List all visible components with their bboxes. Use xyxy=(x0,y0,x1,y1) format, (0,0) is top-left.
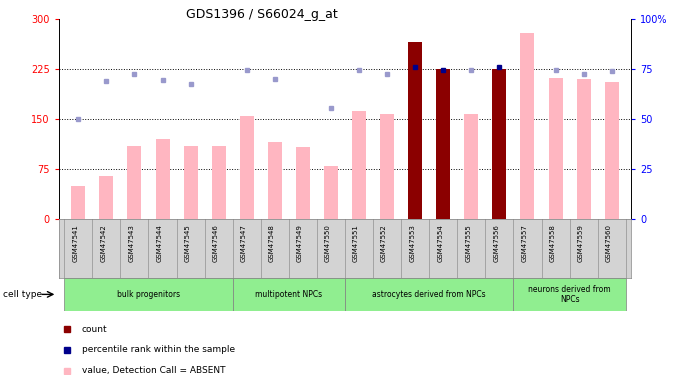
Bar xyxy=(212,146,226,219)
Bar xyxy=(71,186,86,219)
Text: multipotent NPCs: multipotent NPCs xyxy=(255,290,322,299)
Text: GSM47558: GSM47558 xyxy=(549,224,555,262)
Bar xyxy=(604,82,619,219)
Bar xyxy=(184,146,197,219)
Text: GSM47556: GSM47556 xyxy=(493,224,500,262)
Text: GSM47559: GSM47559 xyxy=(578,224,584,262)
Text: GSM47560: GSM47560 xyxy=(606,224,612,262)
Text: cell type: cell type xyxy=(3,290,43,299)
Text: GSM47548: GSM47548 xyxy=(269,224,275,262)
Bar xyxy=(464,114,478,219)
Text: bulk progenitors: bulk progenitors xyxy=(117,290,180,299)
Text: GSM47543: GSM47543 xyxy=(128,224,135,262)
Bar xyxy=(128,146,141,219)
Bar xyxy=(493,69,506,219)
Text: GSM47545: GSM47545 xyxy=(185,224,190,262)
Bar xyxy=(493,69,506,219)
Text: GSM47547: GSM47547 xyxy=(241,224,247,262)
Bar xyxy=(324,166,338,219)
Text: GSM47553: GSM47553 xyxy=(409,224,415,262)
Bar xyxy=(513,278,626,311)
Text: GSM47555: GSM47555 xyxy=(465,224,471,262)
Text: neurons derived from
NPCs: neurons derived from NPCs xyxy=(529,285,611,304)
Text: GDS1396 / S66024_g_at: GDS1396 / S66024_g_at xyxy=(186,8,338,21)
Bar xyxy=(233,278,345,311)
Bar xyxy=(436,69,451,219)
Bar xyxy=(268,142,282,219)
Bar xyxy=(296,147,310,219)
Bar xyxy=(520,33,535,219)
Text: GSM47551: GSM47551 xyxy=(353,224,359,262)
Bar xyxy=(408,42,422,219)
Text: GSM47541: GSM47541 xyxy=(72,224,78,262)
Text: GSM47552: GSM47552 xyxy=(381,224,387,262)
Bar xyxy=(408,42,422,219)
Text: GSM47546: GSM47546 xyxy=(213,224,219,262)
Bar xyxy=(155,139,170,219)
Bar xyxy=(64,278,233,311)
Text: percentile rank within the sample: percentile rank within the sample xyxy=(81,345,235,354)
Text: GSM47554: GSM47554 xyxy=(437,224,443,262)
Bar xyxy=(577,79,591,219)
Bar xyxy=(352,111,366,219)
Bar xyxy=(380,114,394,219)
Text: value, Detection Call = ABSENT: value, Detection Call = ABSENT xyxy=(81,366,225,375)
Bar xyxy=(99,176,113,219)
Bar xyxy=(239,116,254,219)
Text: GSM47550: GSM47550 xyxy=(325,224,331,262)
Bar xyxy=(345,278,513,311)
Bar xyxy=(436,69,451,219)
Text: GSM47542: GSM47542 xyxy=(100,224,106,262)
Text: astrocytes derived from NPCs: astrocytes derived from NPCs xyxy=(373,290,486,299)
Bar xyxy=(549,78,562,219)
Text: GSM47557: GSM47557 xyxy=(522,224,527,262)
Text: count: count xyxy=(81,325,107,334)
Text: GSM47549: GSM47549 xyxy=(297,224,303,262)
Text: GSM47544: GSM47544 xyxy=(157,224,163,262)
